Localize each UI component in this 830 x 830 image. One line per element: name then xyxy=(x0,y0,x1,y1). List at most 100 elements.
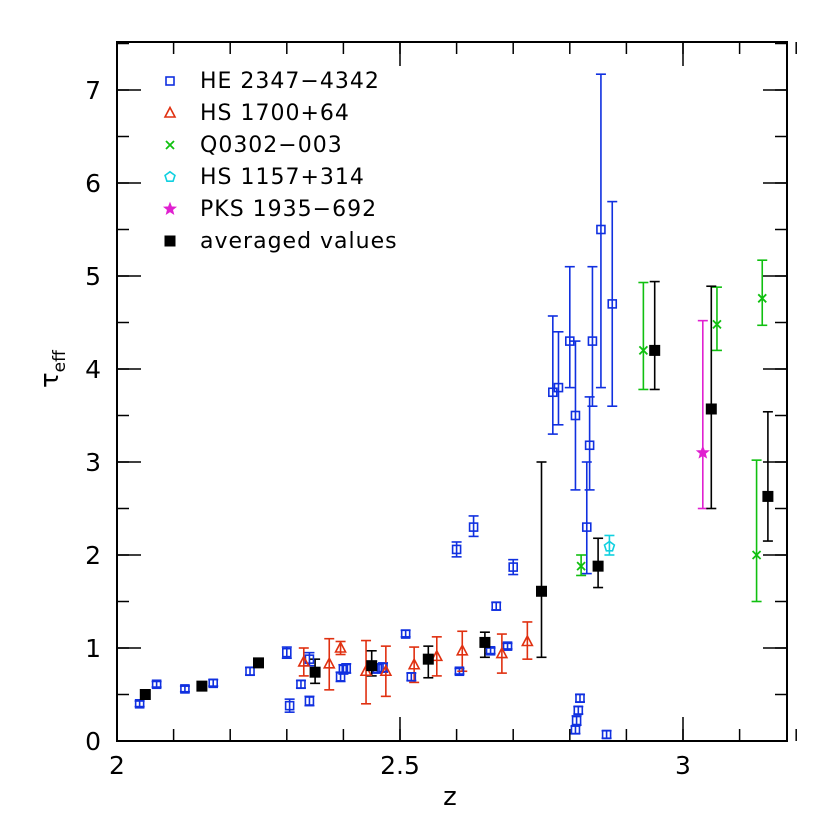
error-bar-q0302-003 xyxy=(757,259,768,327)
data-point-he-2347-4342 xyxy=(406,672,417,682)
tick-labels-layer: 2 2.5 3 0 1 2 3 4 5 6 7 xyxy=(85,76,691,780)
data-point-hs-1700-64 xyxy=(430,649,444,662)
data-point-he-2347-4342 xyxy=(485,645,496,656)
data-point-he-2347-4342 xyxy=(596,224,606,235)
data-point-pks-1935-692 xyxy=(695,445,710,459)
data-point-he-2347-4342 xyxy=(508,562,519,572)
legend-label: HS 1157+314 xyxy=(200,165,365,190)
data-point-he-2347-4342 xyxy=(584,440,595,451)
data-point-he-2347-4342 xyxy=(341,663,352,674)
data-point-hs-1700-64 xyxy=(495,646,509,659)
data-point-he-2347-4342 xyxy=(573,705,584,716)
data-point-he-2347-4342 xyxy=(553,382,564,393)
y-tick-label: 2 xyxy=(85,541,101,570)
data-point-he-2347-4342 xyxy=(304,696,315,706)
data-point-he-2347-4342 xyxy=(468,522,479,532)
data-point-averaged-values xyxy=(139,689,151,700)
legend-marker xyxy=(164,170,176,183)
error-bar-hs-1157-314 xyxy=(604,534,615,556)
error-bar-averaged-values xyxy=(762,410,773,542)
data-point-hs-1700-64 xyxy=(521,634,534,647)
data-point-averaged-values xyxy=(762,490,774,502)
data-point-q0302-003 xyxy=(712,319,722,329)
data-point-hs-1700-64 xyxy=(379,664,393,677)
x-tick-label: 2 xyxy=(109,751,125,780)
data-point-he-2347-4342 xyxy=(151,679,162,690)
data-point-he-2347-4342 xyxy=(587,336,598,346)
data-point-hs-1700-64 xyxy=(322,656,336,669)
data-point-averaged-values xyxy=(253,657,264,669)
data-point-averaged-values xyxy=(592,560,604,572)
data-point-he-2347-4342 xyxy=(607,299,618,309)
data-point-q0302-003 xyxy=(576,561,586,571)
y-axis-title-sub: eff xyxy=(50,349,70,372)
error-bar-hs-1700-64 xyxy=(431,636,442,677)
data-point-he-2347-4342 xyxy=(564,336,575,346)
data-points-layer xyxy=(134,224,774,740)
data-point-averaged-values xyxy=(649,344,661,356)
error-bar-hs-1700-64 xyxy=(457,630,468,673)
data-point-he-2347-4342 xyxy=(245,666,255,677)
error-bar-he-2347-4342 xyxy=(508,558,519,576)
legend-label: PKS 1935−692 xyxy=(200,197,377,222)
data-point-averaged-values xyxy=(196,680,208,692)
data-point-he-2347-4342 xyxy=(581,522,592,532)
data-point-averaged-values xyxy=(422,653,434,665)
error-bar-hs-1700-64 xyxy=(298,647,309,677)
y-tick-label: 0 xyxy=(85,727,101,756)
data-point-q0302-003 xyxy=(751,550,762,560)
data-point-q0302-003 xyxy=(757,293,767,303)
data-point-he-2347-4342 xyxy=(570,725,581,735)
data-point-he-2347-4342 xyxy=(400,629,411,639)
legend-marker xyxy=(163,105,177,118)
data-point-he-2347-4342 xyxy=(575,693,585,704)
data-point-he-2347-4342 xyxy=(601,729,612,740)
data-point-q0302-003 xyxy=(638,345,649,356)
error-bar-he-2347-4342 xyxy=(553,330,564,426)
error-bar-averaged-values xyxy=(536,461,547,659)
error-bar-hs-1700-64 xyxy=(522,621,533,660)
data-point-he-2347-4342 xyxy=(281,647,292,658)
error-bar-hs-1700-64 xyxy=(496,633,507,674)
y-tick-label: 1 xyxy=(85,634,101,663)
error-bar-hs-1700-64 xyxy=(361,639,372,705)
y-tick-label: 7 xyxy=(85,76,101,105)
y-axis-title: τeff xyxy=(35,349,70,388)
y-tick-label: 6 xyxy=(85,169,101,198)
plot-frame xyxy=(116,41,788,742)
legend-label: HS 1700+64 xyxy=(200,101,350,126)
legend-label: Q0302−003 xyxy=(200,133,343,158)
legend-marker xyxy=(165,76,175,86)
data-point-hs-1700-64 xyxy=(334,640,347,653)
data-point-he-2347-4342 xyxy=(208,678,219,689)
error-bar-averaged-values xyxy=(706,285,717,510)
x-tick-label: 3 xyxy=(675,751,691,780)
data-point-he-2347-4342 xyxy=(296,679,306,690)
data-point-he-2347-4342 xyxy=(571,715,582,726)
legend: HE 2347−4342 HS 1700+64 Q0302−003 HS 1157+3… xyxy=(162,69,398,254)
data-point-he-2347-4342 xyxy=(454,666,465,677)
error-bar-he-2347-4342 xyxy=(607,200,618,408)
data-point-averaged-values xyxy=(309,666,321,678)
data-point-he-2347-4342 xyxy=(284,700,295,711)
y-tick-label: 4 xyxy=(85,355,101,384)
legend-label: HE 2347−4342 xyxy=(200,69,380,94)
data-point-he-2347-4342 xyxy=(491,601,502,611)
error-bar-he-2347-4342 xyxy=(595,73,606,389)
ticks-layer xyxy=(116,42,797,742)
legend-marker xyxy=(165,140,175,150)
error-bar-hs-1700-64 xyxy=(324,637,335,691)
error-bar-q0302-003 xyxy=(751,459,762,603)
error-bar-pks-1935-692 xyxy=(697,319,708,510)
data-point-hs-1700-64 xyxy=(455,643,469,656)
y-tick-label: 3 xyxy=(85,448,101,477)
data-point-averaged-values xyxy=(705,403,717,415)
data-point-averaged-values xyxy=(479,636,491,648)
error-bar-he-2347-4342 xyxy=(468,515,479,538)
legend-label: averaged values xyxy=(200,229,398,254)
legend-marker xyxy=(162,201,178,215)
data-point-averaged-values xyxy=(536,585,547,597)
error-bar-he-2347-4342 xyxy=(451,541,462,558)
data-point-he-2347-4342 xyxy=(451,544,462,555)
